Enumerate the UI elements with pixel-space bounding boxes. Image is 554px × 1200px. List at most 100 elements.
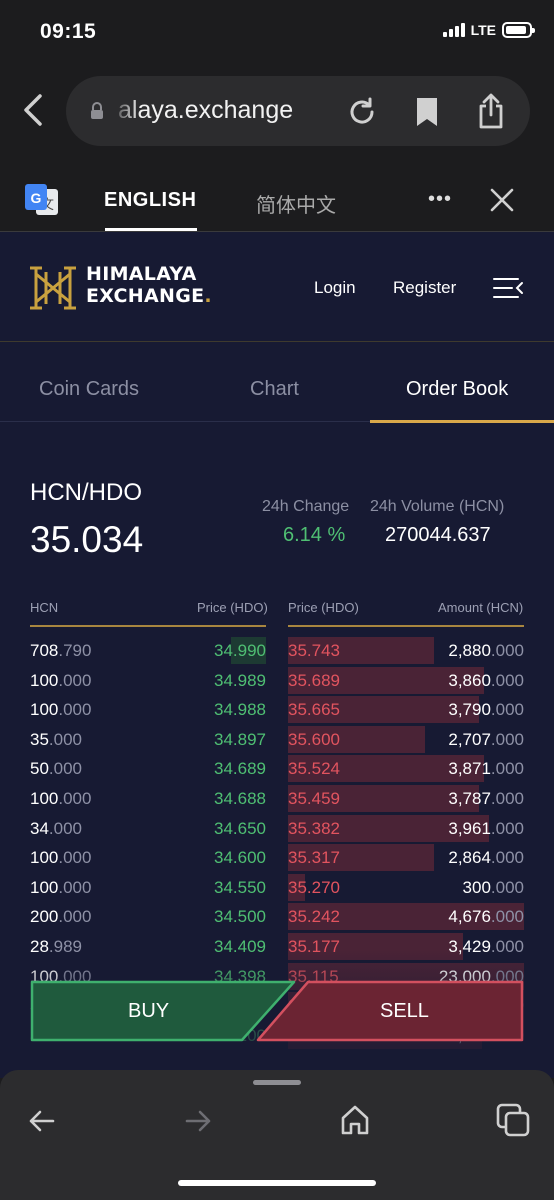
sell-label: SELL — [380, 1000, 429, 1022]
ask-amount-int: 4,676 — [448, 907, 491, 927]
order-row[interactable]: 100.000 34.550 35.270 300.000 — [0, 873, 554, 903]
order-row[interactable]: 100.000 34.688 35.459 3,787.000 — [0, 784, 554, 814]
order-row[interactable]: 50.000 34.689 35.524 3,871.000 — [0, 754, 554, 784]
ask-amount-dec: .000 — [490, 729, 524, 749]
bid-amount-dec: .000 — [48, 759, 83, 779]
bid-amount-dec: .790 — [58, 641, 92, 660]
bid-amount-dec: .000 — [58, 877, 92, 897]
bookmark-icon[interactable] — [414, 96, 440, 128]
bid-price: 34.688 — [214, 789, 266, 808]
order-row[interactable]: 200.000 34.500 35.242 4,676.000 — [0, 902, 554, 932]
bid-amount-int: 35 — [30, 729, 49, 749]
ask-price: 35.242 — [288, 907, 340, 927]
close-icon[interactable] — [488, 186, 516, 214]
home-icon[interactable] — [340, 1104, 370, 1136]
bid-amount-header: HCN — [30, 600, 59, 615]
network-label: LTE — [470, 22, 496, 38]
url-text: alaya.exchange — [118, 96, 294, 124]
ask-depth-bar — [288, 755, 484, 783]
ask-depth-bar — [288, 696, 480, 724]
login-link[interactable]: Login — [314, 278, 356, 297]
ask-amount-int: 3,871 — [448, 759, 491, 779]
buy-button[interactable]: BUY — [30, 980, 298, 1042]
ask-amount-dec: .000 — [490, 700, 524, 720]
ask-depth-bar — [288, 903, 524, 931]
back-chevron-icon[interactable] — [18, 90, 48, 130]
ask-amount-int: 300 — [462, 877, 491, 897]
forward-arrow-icon[interactable] — [183, 1106, 213, 1136]
reload-icon[interactable] — [346, 96, 378, 128]
exchange-page: HIMALAYA EXCHANGE. Login Register Coin C… — [0, 232, 554, 1078]
bid-amount-int: 100 — [30, 670, 59, 690]
ask-amount-header: Amount (HCN) — [438, 600, 524, 615]
bid-price: 34.600 — [214, 848, 266, 868]
tab-order-book[interactable]: Order Book — [406, 378, 509, 400]
himalaya-logo-icon[interactable] — [28, 266, 78, 310]
ask-amount-dec: .000 — [490, 907, 524, 927]
order-row[interactable]: 708.790 34.990 35.743 2,880.000 — [0, 636, 554, 666]
back-arrow-icon[interactable] — [27, 1106, 57, 1136]
ask-amount: 3,961.000 — [448, 819, 524, 839]
tab-chinese[interactable]: 简体中文 — [256, 195, 336, 217]
order-row[interactable]: 100.000 34.989 35.689 3,860.000 — [0, 666, 554, 696]
address-bar[interactable]: alaya.exchange — [66, 76, 530, 146]
ask-amount-int: 3,860 — [448, 670, 491, 690]
svg-text:G: G — [31, 190, 42, 206]
ask-amount-int: 2,864 — [448, 848, 491, 868]
bid-amount-dec: .000 — [58, 907, 92, 927]
ask-depth-bar — [288, 844, 435, 872]
bid-amount-int: 100 — [30, 848, 59, 868]
bid-amount: 35.000 — [30, 730, 82, 750]
share-icon[interactable] — [476, 92, 506, 130]
bid-amount-dec: .000 — [48, 729, 83, 749]
logo-dot: . — [204, 285, 212, 307]
tab-english[interactable]: ENGLISH — [104, 189, 197, 211]
site-header: HIMALAYA EXCHANGE. Login Register — [0, 232, 554, 342]
toolbar-grabber[interactable] — [253, 1080, 301, 1085]
tab-coin-cards[interactable]: Coin Cards — [39, 378, 140, 400]
tabs-icon[interactable] — [496, 1103, 530, 1137]
menu-icon[interactable] — [492, 276, 524, 300]
ask-amount-dec: .000 — [490, 848, 524, 868]
ask-depth-bar — [288, 666, 484, 694]
change-value: 6.14 % — [283, 524, 346, 546]
order-row[interactable]: 34.000 34.650 35.382 3,961.000 — [0, 814, 554, 844]
bid-depth-bar — [230, 637, 266, 664]
order-row[interactable]: 35.000 34.897 35.600 2,707.000 — [0, 725, 554, 755]
ask-amount-dec: .000 — [490, 789, 524, 808]
ask-price: 35.270 — [288, 877, 340, 897]
more-options-button[interactable]: ••• — [428, 188, 453, 210]
ask-price: 35.524 — [288, 759, 340, 779]
ask-amount: 3,790.000 — [448, 700, 524, 720]
ask-amount-int: 2,880 — [448, 641, 491, 660]
tab-chart[interactable]: Chart — [250, 378, 299, 400]
ask-amount-dec: .000 — [490, 759, 524, 779]
order-row[interactable]: 100.000 34.988 35.665 3,790.000 — [0, 695, 554, 725]
google-translate-icon: 文 G — [25, 184, 58, 215]
ask-price: 35.459 — [288, 789, 340, 808]
ask-amount-int: 3,787 — [448, 789, 491, 808]
ask-price: 35.665 — [288, 700, 340, 720]
order-row[interactable]: 100.000 34.600 35.317 2,864.000 — [0, 843, 554, 873]
ask-price: 35.600 — [288, 729, 340, 749]
translate-bar: 文 G ENGLISH 简体中文 ••• — [0, 166, 554, 232]
status-bar: 09:15 LTE — [0, 0, 554, 66]
sell-button[interactable]: SELL — [254, 980, 524, 1042]
bid-price: 34.500 — [214, 907, 266, 927]
bid-price: 34.989 — [214, 670, 266, 690]
active-tab-indicator — [370, 420, 554, 423]
bid-amount: 100.000 — [30, 671, 91, 691]
bid-amount-int: 34 — [30, 818, 49, 838]
bid-price: 34.689 — [214, 759, 266, 779]
bid-amount-dec: .000 — [48, 818, 83, 838]
status-time: 09:15 — [40, 20, 97, 43]
last-price: 35.034 — [30, 519, 144, 560]
ask-price: 35.382 — [288, 818, 340, 838]
register-link[interactable]: Register — [393, 278, 457, 297]
bid-amount-int: 100 — [30, 789, 59, 808]
ask-depth-bar — [288, 785, 480, 812]
buy-label: BUY — [128, 1000, 170, 1022]
bid-amount-int: 50 — [30, 759, 49, 779]
bid-price: 34.897 — [214, 729, 266, 749]
ask-amount-dec: .000 — [490, 641, 524, 660]
